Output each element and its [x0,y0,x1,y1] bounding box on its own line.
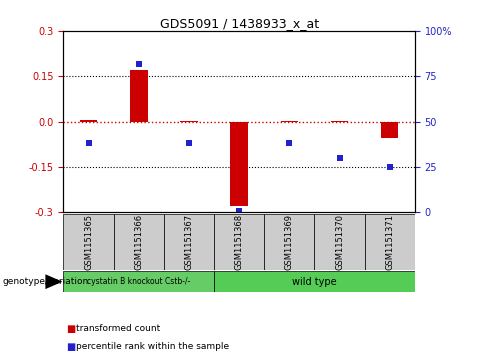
Point [84,140,92,146]
Point [185,140,193,146]
Bar [264,214,314,270]
Bar [230,122,248,206]
Text: cystatin B knockout Cstb-/-: cystatin B knockout Cstb-/- [87,277,190,286]
Text: GSM1151368: GSM1151368 [235,214,244,270]
Point [235,208,243,213]
Polygon shape [45,274,62,289]
Text: GSM1151367: GSM1151367 [184,214,193,270]
Point [285,140,293,146]
Bar [331,121,348,122]
Bar [314,214,365,270]
Bar [80,120,97,122]
Point [336,155,344,161]
Bar [180,121,198,122]
Text: GSM1151371: GSM1151371 [385,214,394,270]
Text: transformed count: transformed count [76,324,160,333]
Bar [63,271,214,292]
Text: percentile rank within the sample: percentile rank within the sample [76,342,229,351]
Bar [164,214,214,270]
Bar [381,122,399,138]
Bar [63,214,114,270]
Bar [214,214,264,270]
Bar [130,70,147,122]
Text: ■: ■ [66,342,75,352]
Point [135,61,142,66]
Title: GDS5091 / 1438933_x_at: GDS5091 / 1438933_x_at [160,17,319,30]
Bar [214,271,415,292]
Text: GSM1151366: GSM1151366 [134,214,143,270]
Bar [281,121,298,122]
Bar [365,214,415,270]
Text: GSM1151370: GSM1151370 [335,214,344,270]
Point [386,164,394,170]
Bar [114,214,164,270]
Text: genotype/variation: genotype/variation [2,277,89,286]
Text: ■: ■ [66,323,75,334]
Text: GSM1151369: GSM1151369 [285,214,294,270]
Text: wild type: wild type [292,277,337,287]
Text: GSM1151365: GSM1151365 [84,214,93,270]
